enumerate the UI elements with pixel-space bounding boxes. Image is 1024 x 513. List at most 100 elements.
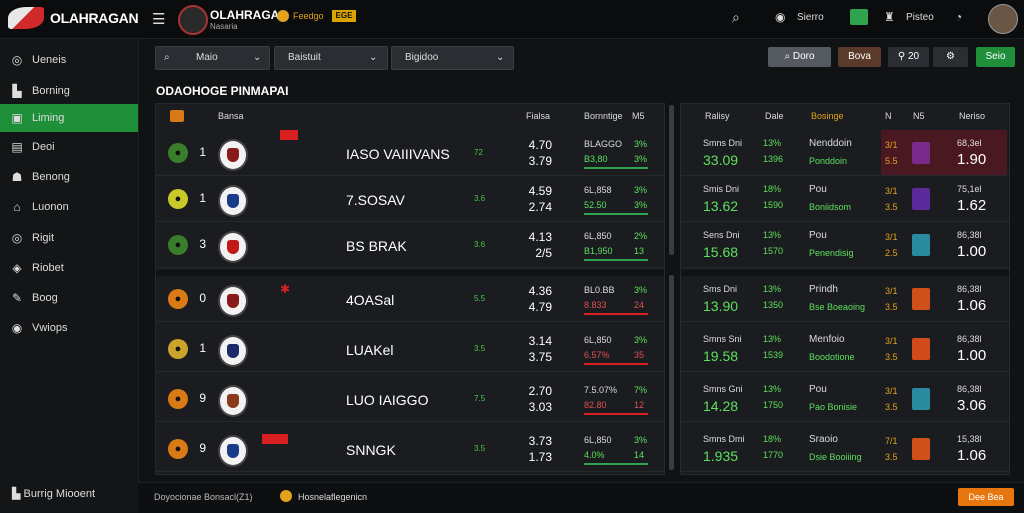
team-name[interactable]: LUAKel xyxy=(346,342,394,358)
globe-icon[interactable]: ◉ xyxy=(775,10,786,24)
search-icon[interactable]: ⌕ xyxy=(732,9,740,25)
selection-name[interactable]: Menfoio xyxy=(809,334,845,345)
price-value[interactable]: 3.06 xyxy=(957,397,987,414)
sidebar-item-8[interactable]: ✎ Boog xyxy=(0,284,138,312)
selection-name[interactable]: Prindh xyxy=(809,284,838,295)
market-value[interactable]: 15.68 xyxy=(703,244,739,260)
market-line-2: 8.833 xyxy=(584,300,607,310)
count-button[interactable]: ⚲ 20 xyxy=(888,47,929,67)
market-percent: 13% xyxy=(763,138,782,148)
filter-select-1[interactable]: ⌕ Maio ⌄ xyxy=(155,46,270,70)
odds-value-2[interactable]: 3.75 xyxy=(528,350,552,364)
rank-value: ● xyxy=(174,393,182,405)
odds-value-1[interactable]: 4.36 xyxy=(528,284,552,298)
price-value[interactable]: 1.00 xyxy=(957,347,987,364)
team-crest-icon xyxy=(218,231,248,263)
site-logo[interactable]: OLAHRAGAN xyxy=(8,7,139,29)
selection-name[interactable]: Pou xyxy=(809,184,827,195)
price-value[interactable]: 1.06 xyxy=(957,447,987,464)
scrollbar[interactable] xyxy=(669,105,674,255)
sidebar-item-0[interactable]: ◎ Ueneis xyxy=(0,46,138,74)
team-name[interactable]: IASO VAIIIVANS xyxy=(346,146,450,162)
market-value[interactable]: 1.935 xyxy=(703,448,739,464)
price-value[interactable]: 1.62 xyxy=(957,197,987,214)
market-value[interactable]: 19.58 xyxy=(703,348,739,364)
odds-value-2[interactable]: 3.79 xyxy=(528,154,552,168)
column-header[interactable]: N5 xyxy=(913,111,925,121)
sidebar-item-1[interactable]: ▙ Borning xyxy=(0,77,138,105)
price-value[interactable]: 1.00 xyxy=(957,243,987,260)
top-item2-label[interactable]: Pisteo xyxy=(906,12,934,23)
filter-select-3[interactable]: Bigidoo ⌄ xyxy=(391,46,514,70)
market-value[interactable]: 14.28 xyxy=(703,398,739,414)
sidebar-item-7[interactable]: ◈ Riobet xyxy=(0,254,138,282)
odds-value-1[interactable]: 4.13 xyxy=(528,230,552,244)
go-button[interactable]: Seio xyxy=(976,47,1015,67)
column-header[interactable]: Ralisy xyxy=(705,111,730,121)
notification-icon[interactable]: ◔ xyxy=(955,10,963,24)
column-header[interactable]: Bosinge xyxy=(811,111,844,121)
scrollbar[interactable] xyxy=(669,275,674,470)
column-header[interactable]: N xyxy=(885,111,892,121)
selection-name[interactable]: Pou xyxy=(809,230,827,241)
team-name[interactable]: SNNGK xyxy=(346,442,396,458)
team-name[interactable]: LUO IAIGGO xyxy=(346,392,429,408)
price-value[interactable]: 1.90 xyxy=(957,151,987,168)
sort-icon[interactable] xyxy=(170,110,184,122)
user-avatar[interactable] xyxy=(988,4,1018,34)
team-name[interactable]: BS BRAK xyxy=(346,238,407,254)
odds-value-1[interactable]: 2.70 xyxy=(528,384,552,398)
column-header[interactable]: Bornntige xyxy=(584,111,623,121)
selection-name[interactable]: Sraoio xyxy=(809,434,838,445)
odds-value-2[interactable]: 2/5 xyxy=(535,246,552,260)
footer-link[interactable]: Hosnelaflegenicn xyxy=(298,492,368,502)
odds-value-1[interactable]: 3.14 xyxy=(528,334,552,348)
sidebar-item-6[interactable]: ◎ Rigit xyxy=(0,224,138,252)
odds-value-1[interactable]: 3.73 xyxy=(528,434,552,448)
team-name[interactable]: 4OASal xyxy=(346,292,395,308)
market-value[interactable]: 33.09 xyxy=(703,152,739,168)
selection-ratio-2: 2.5 xyxy=(885,248,898,258)
section-title: ODAOHOGE PINMAPAI xyxy=(156,84,289,98)
settings-button[interactable]: ⚙ xyxy=(933,47,968,67)
odds-value-2[interactable]: 2.74 xyxy=(528,200,552,214)
selection-name[interactable]: Pou xyxy=(809,384,827,395)
column-header[interactable]: Bansa xyxy=(218,111,244,121)
odds-value-2[interactable]: 4.79 xyxy=(528,300,552,314)
odds-value-2[interactable]: 1.73 xyxy=(528,450,552,464)
selection-name[interactable]: Nenddoin xyxy=(809,138,852,149)
rank-number: 9 xyxy=(199,391,206,405)
filter-button[interactable]: Bova xyxy=(838,47,881,67)
sidebar-item-4[interactable]: ☗ Benong xyxy=(0,163,138,191)
sidebar-item-2[interactable]: ▣ Liming xyxy=(0,104,138,132)
price-value[interactable]: 1.06 xyxy=(957,297,987,314)
column-header[interactable]: Fialsa xyxy=(526,111,551,121)
team-name[interactable]: 7.SOSAV xyxy=(346,192,405,208)
hamburger-icon[interactable]: ☰ xyxy=(152,11,166,28)
market-value[interactable]: 13.62 xyxy=(703,198,739,214)
filter-select-2[interactable]: Baistuit ⌄ xyxy=(274,46,388,70)
row-divider xyxy=(156,371,664,372)
sidebar-bottom-link[interactable]: ▙ Burrig Miooent xyxy=(12,487,95,500)
jersey-icon xyxy=(912,438,930,460)
sidebar-item-3[interactable]: ▤ Deoi xyxy=(0,133,138,161)
brand-avatar[interactable] xyxy=(178,5,208,35)
column-header[interactable]: Dale xyxy=(765,111,784,121)
market-label: Smns Gni xyxy=(703,384,743,394)
trophy-icon[interactable]: ♜ xyxy=(884,10,895,24)
footer-action-button[interactable]: Dee Bea xyxy=(958,488,1014,506)
wallet-icon[interactable] xyxy=(850,9,868,25)
column-header[interactable]: M5 xyxy=(632,111,645,121)
odds-value-2[interactable]: 3.03 xyxy=(528,400,552,414)
sidebar-item-9[interactable]: ◉ Vwiops xyxy=(0,314,138,342)
search-button[interactable]: ⌕ Doro xyxy=(768,47,831,67)
market-percent: 13% xyxy=(763,334,782,344)
price-label: 68,3el xyxy=(957,138,982,148)
column-header[interactable]: Neriso xyxy=(959,111,986,121)
odds-value-1[interactable]: 4.59 xyxy=(528,184,552,198)
odds-value-1[interactable]: 4.70 xyxy=(528,138,552,152)
feed-label[interactable]: Feedgo xyxy=(293,11,324,21)
top-item1-label[interactable]: Sierro xyxy=(797,12,824,23)
market-value[interactable]: 13.90 xyxy=(703,298,739,314)
sidebar-item-5[interactable]: ⌂ Luonon xyxy=(0,193,138,221)
